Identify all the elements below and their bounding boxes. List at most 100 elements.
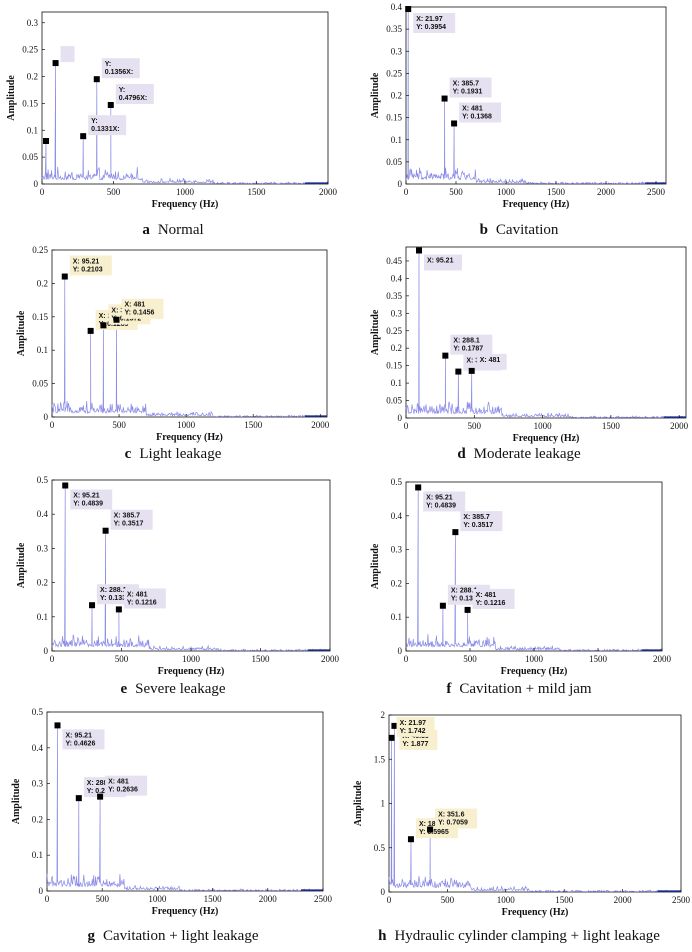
peak-marker[interactable] (52, 60, 59, 67)
y-tick-label: 0.3 (27, 18, 39, 28)
peak-marker[interactable] (452, 529, 459, 536)
data-tip-box (396, 716, 435, 737)
data-tip-text: Y: 0.5965 (419, 829, 449, 836)
y-tick-label: 1.5 (374, 754, 386, 764)
data-tip-text: Y: 0.4626 (66, 740, 96, 747)
y-tick-label: 0.4 (37, 509, 49, 519)
y-axis-label: Amplitude (16, 542, 27, 588)
x-axis-label: Frequency (Hz) (152, 906, 219, 917)
y-tick-label: 2 (381, 710, 386, 720)
data-tip-text: Y: 0.4839 (73, 501, 103, 508)
peak-marker[interactable] (80, 133, 87, 140)
peak-marker[interactable] (416, 247, 423, 254)
peak-marker[interactable] (87, 327, 94, 334)
peak-marker[interactable] (43, 138, 50, 144)
y-tick-label: 0.05 (386, 157, 402, 167)
x-tick-label: 0 (404, 187, 409, 197)
spectrum-trace (41, 63, 329, 185)
peak-marker[interactable] (100, 322, 107, 329)
x-tick-label: 2000 (614, 895, 633, 905)
y-tick-label: 0.2 (37, 578, 48, 588)
x-axis-label: Frequency (Hz) (513, 433, 580, 444)
panel-caption-e: e Severe leakage (0, 681, 346, 698)
data-tip-text: Y: (91, 118, 97, 125)
y-tick-label: 0.1 (32, 850, 43, 860)
peak-marker[interactable] (464, 606, 471, 613)
data-tip-text: Y: 0.7059 (438, 820, 468, 827)
data-tip-text: X: 481 (476, 592, 497, 599)
data-tip-text: X: 95.21 (73, 259, 100, 266)
x-axis-label: Frequency (Hz) (158, 666, 225, 677)
peak-marker[interactable] (115, 606, 122, 613)
x-tick-label: 2000 (321, 654, 340, 664)
data-tip-box (70, 489, 113, 510)
data-tip-text: Y: 0.2636 (108, 787, 138, 794)
data-tip-text: X: 95.21 (73, 493, 100, 500)
peak-marker[interactable] (407, 836, 414, 843)
data-tip-text: 0.1331X: (91, 126, 119, 133)
peak-marker[interactable] (468, 367, 475, 374)
peak-marker[interactable] (102, 527, 109, 534)
panel-caption-d: d Moderate leakage (346, 446, 692, 463)
x-tick-label: 2000 (653, 654, 672, 664)
y-tick-label: 0.4 (391, 2, 403, 12)
panel-caption-h: h Hydraulic cylinder clamping + light lea… (346, 928, 692, 945)
data-tip-text: X: 288.1 (451, 588, 478, 595)
peak-marker[interactable] (427, 826, 434, 833)
plot-frame (46, 711, 324, 892)
y-tick-label: 0 (398, 413, 403, 423)
y-tick-label: 0.05 (386, 396, 402, 406)
peak-marker[interactable] (415, 484, 422, 491)
data-tip-text: 0.4796X: (119, 95, 147, 102)
peak-marker[interactable] (61, 273, 68, 280)
peak-marker[interactable] (442, 352, 449, 359)
data-tip-text: X: 288.1 (100, 587, 127, 594)
peak-marker[interactable] (455, 368, 462, 375)
panel-caption-b: b Cavitation (346, 222, 692, 239)
data-tip-text: X: 481 (462, 105, 483, 112)
y-tick-label: 0.25 (32, 245, 48, 255)
peak-marker[interactable] (391, 722, 398, 729)
x-tick-label: 1500 (589, 654, 608, 664)
peak-marker[interactable] (54, 722, 61, 729)
peak-marker[interactable] (89, 602, 96, 609)
data-tip-box (449, 77, 492, 98)
y-tick-label: 1 (381, 799, 386, 809)
x-tick-label: 500 (441, 895, 455, 905)
peak-marker[interactable] (113, 316, 120, 323)
y-tick-label: 0.35 (386, 24, 402, 34)
data-tip-box (60, 46, 75, 63)
peak-marker[interactable] (97, 793, 104, 800)
y-axis-label: Amplitude (6, 75, 17, 121)
peak-marker[interactable] (388, 734, 395, 741)
peak-marker[interactable] (405, 6, 412, 13)
data-tip-text: X: 21.97 (416, 16, 443, 23)
peak-marker[interactable] (75, 795, 82, 802)
x-tick-label: 0 (45, 894, 50, 904)
data-tip-text: Y: 0.1339 (100, 595, 130, 602)
y-tick-label: 0.3 (37, 543, 49, 553)
data-tip-box (450, 334, 493, 355)
spectrum-trace (51, 276, 328, 418)
y-tick-label: 0.1 (37, 345, 48, 355)
peak-marker[interactable] (439, 602, 446, 609)
data-tip-box (105, 775, 148, 796)
panel-letter: c (124, 446, 132, 462)
y-tick-label: 0.4 (391, 511, 403, 521)
x-tick-label: 1500 (204, 894, 223, 904)
peak-marker[interactable] (107, 101, 114, 108)
data-tip-text: X: 95.21 (66, 732, 93, 739)
data-tip-text: X: 288.1 (87, 780, 114, 787)
spectrum-trace (405, 487, 662, 652)
y-tick-label: 0.15 (386, 361, 402, 371)
y-axis-label: Amplitude (370, 309, 381, 355)
data-tip-text: X: 385.7 (114, 513, 141, 520)
peak-marker[interactable] (451, 120, 458, 127)
peak-marker[interactable] (93, 76, 100, 83)
data-tip-box (123, 588, 166, 609)
peak-marker[interactable] (441, 95, 448, 102)
peak-marker[interactable] (62, 482, 69, 489)
data-tip-box (101, 58, 140, 79)
